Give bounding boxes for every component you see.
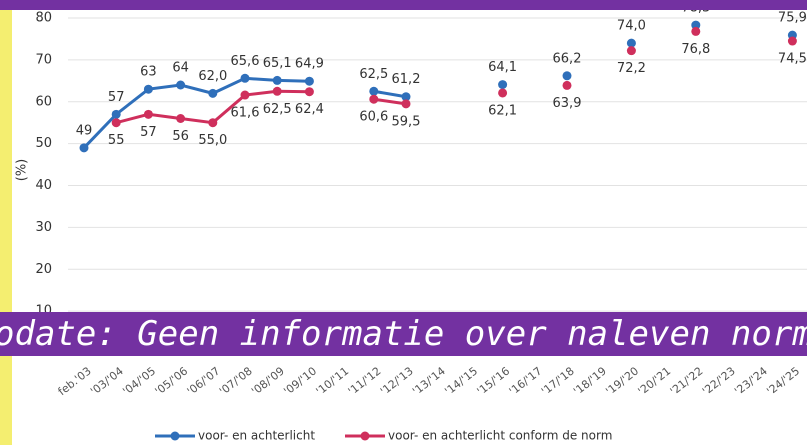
data-label: 65,6 xyxy=(231,54,260,69)
y-tick-label: 60 xyxy=(35,94,52,109)
x-tick-label: '08/'09 xyxy=(249,364,287,397)
y-tick-label: 80 xyxy=(35,11,52,26)
data-point xyxy=(240,90,250,100)
data-point xyxy=(626,46,636,56)
data-point xyxy=(691,20,701,30)
data-label: 64,9 xyxy=(295,57,324,72)
x-tick-label: '22/'23 xyxy=(700,364,738,397)
x-tick-label: '10/'11 xyxy=(314,364,352,397)
data-point xyxy=(691,26,701,36)
data-point xyxy=(272,75,282,85)
top-bar xyxy=(0,0,807,10)
x-tick-label: feb.'03 xyxy=(56,364,94,398)
data-point xyxy=(240,73,250,83)
data-label: 49 xyxy=(76,123,93,138)
y-tick-label: 70 xyxy=(35,52,52,67)
legend-marker xyxy=(360,431,370,441)
data-label: 60,6 xyxy=(359,110,388,125)
data-label: 63,9 xyxy=(553,96,582,111)
x-tick-label: '12/'13 xyxy=(378,364,416,397)
data-label: 61,6 xyxy=(231,106,260,121)
x-tick-label: '13/'14 xyxy=(410,364,448,397)
data-point xyxy=(143,109,153,119)
data-point xyxy=(176,80,186,90)
data-point xyxy=(111,118,121,128)
data-label: 57 xyxy=(108,90,125,105)
side-strip xyxy=(0,10,12,445)
data-point xyxy=(787,36,797,46)
data-label: 62,1 xyxy=(488,103,517,118)
data-point xyxy=(111,109,121,119)
data-label: 75,9 xyxy=(778,11,807,26)
data-label: 64 xyxy=(172,61,189,76)
x-tick-label: '05/'06 xyxy=(153,364,191,397)
x-tick-label: '06/'07 xyxy=(185,364,223,397)
data-label: 62,4 xyxy=(295,102,324,117)
legend-label: voor- en achterlicht xyxy=(198,429,315,443)
data-label: 62,5 xyxy=(263,102,292,117)
data-point xyxy=(304,76,314,86)
data-label: 59,5 xyxy=(392,114,421,129)
x-tick-label: '17/'18 xyxy=(539,364,577,397)
y-axis-label: (%) xyxy=(15,159,30,182)
data-point xyxy=(79,143,89,153)
legend-label: voor- en achterlicht conform de norm xyxy=(388,429,612,443)
data-point xyxy=(208,118,218,128)
data-point xyxy=(562,80,572,90)
data-label: 74,0 xyxy=(617,19,646,34)
data-point xyxy=(562,71,572,81)
x-tick-label: '23/'24 xyxy=(732,364,770,397)
x-tick-label: '21/'22 xyxy=(668,364,706,397)
data-label: 62,0 xyxy=(198,69,227,84)
data-label: 55,0 xyxy=(198,133,227,148)
data-label: 72,2 xyxy=(617,61,646,76)
data-point xyxy=(401,99,411,109)
data-label: 62,5 xyxy=(359,67,388,82)
data-point xyxy=(369,86,379,96)
x-tick-label: '16/'17 xyxy=(507,364,545,397)
data-point xyxy=(272,86,282,96)
data-point xyxy=(208,88,218,98)
banner: odate: Geen informatie over naleven norm… xyxy=(0,312,807,356)
data-label: 65,1 xyxy=(263,56,292,71)
legend-marker xyxy=(170,431,180,441)
data-label: 56 xyxy=(172,129,189,144)
x-tick-label: '03/'04 xyxy=(88,364,126,397)
data-point xyxy=(498,88,508,98)
data-label: 76,8 xyxy=(681,42,710,57)
data-point xyxy=(369,94,379,104)
x-tick-label: '04/'05 xyxy=(120,364,158,397)
data-point xyxy=(498,80,508,90)
y-tick-label: 50 xyxy=(35,136,52,151)
data-point xyxy=(304,87,314,97)
x-tick-label: '24/'25 xyxy=(764,364,802,397)
data-label: 57 xyxy=(140,125,157,140)
x-tick-label: '07/'08 xyxy=(217,364,255,397)
x-tick-label: '20/'21 xyxy=(636,364,674,397)
data-label: 74,5 xyxy=(778,52,807,67)
y-tick-label: 20 xyxy=(35,262,52,277)
data-point xyxy=(626,38,636,48)
x-tick-label: '09/'10 xyxy=(281,364,319,397)
x-tick-label: '19/'20 xyxy=(603,364,641,397)
data-label: 63 xyxy=(140,65,157,80)
y-tick-label: 40 xyxy=(35,178,52,193)
x-tick-label: '11/'12 xyxy=(346,364,384,397)
y-tick-label: 30 xyxy=(35,220,52,235)
data-point xyxy=(176,114,186,123)
data-label: 55 xyxy=(108,133,125,148)
data-point xyxy=(401,92,411,102)
x-tick-label: '15/'16 xyxy=(475,364,513,397)
data-point xyxy=(143,84,153,94)
data-label: 64,1 xyxy=(488,60,517,75)
x-tick-label: '14/'15 xyxy=(442,364,480,397)
data-label: 61,2 xyxy=(392,72,421,87)
x-tick-label: '18/'19 xyxy=(571,364,609,397)
data-label: 66,2 xyxy=(553,51,582,66)
